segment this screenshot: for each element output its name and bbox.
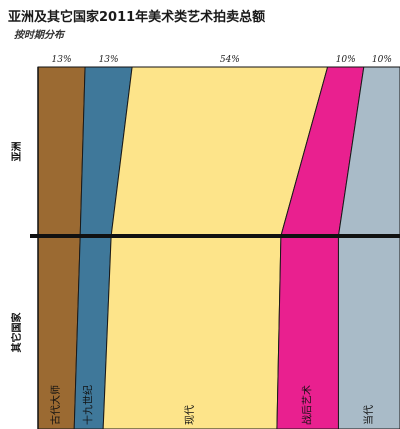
percent-label-3: 54% [220,55,240,65]
category-labels: 古代大师 十九世纪现代 战后艺术当代 [49,385,375,425]
row-label-2: 其它国家 [10,312,23,353]
category-label-5: 当代 [362,405,375,425]
category-label-3: 现代 [184,405,196,425]
percent-label-5: 10% [372,55,392,65]
chart-title: 亚洲及其它国家2011年美术类艺术拍卖总额 [8,10,266,25]
chart-bands [30,66,400,429]
percent-label-1: 13% [52,55,72,65]
row-label-1: 亚洲 [11,142,23,162]
percent-label-4: 10% [336,55,356,65]
chart-subtitle: 按时期分布 [14,30,64,41]
percent-labels: 13% 13% 54% 10% 10% [38,55,400,68]
category-label-4: 战后艺术 [302,385,314,425]
percent-label-2: 13% [99,55,119,65]
category-label-2: 十九世纪 [82,385,95,425]
category-label-1: 古代大师 [49,385,62,425]
